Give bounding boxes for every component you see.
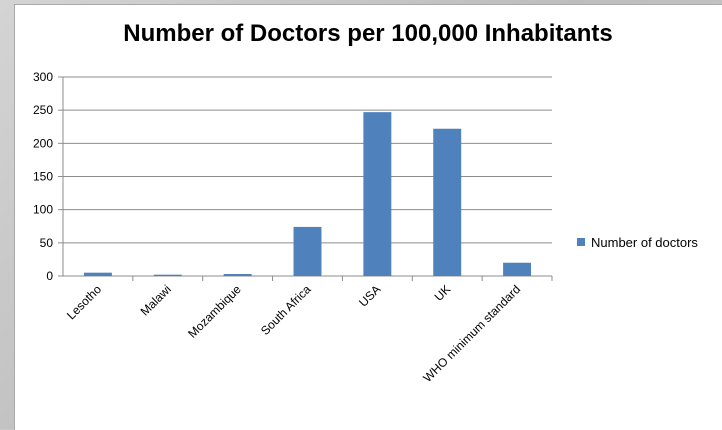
y-tick-label: 200 [33, 136, 53, 150]
x-tick-label: Malawi [138, 282, 174, 318]
chart-title: Number of Doctors per 100,000 Inhabitant… [123, 20, 613, 47]
x-tick-label: Lesotho [64, 282, 104, 322]
bar-south-africa [293, 226, 322, 276]
bar-who-minimum-standard [503, 262, 532, 276]
bar-usa [363, 112, 392, 276]
x-tick-label: South Africa [258, 282, 314, 338]
x-tick-label: Mozambique [185, 282, 244, 341]
x-axis-tick-labels: Lesotho Malawi Mozambique South Africa USA UK… [64, 282, 523, 385]
y-tick-label: 250 [33, 103, 53, 117]
legend-swatch [577, 238, 585, 246]
bar-mozambique [223, 274, 252, 276]
legend: Number of doctors [577, 235, 698, 250]
y-axis-tick-labels: 0 50 100 150 200 250 300 [33, 70, 53, 283]
y-tick-label: 150 [33, 170, 53, 184]
y-tick-label: 50 [40, 236, 54, 250]
bar-uk [433, 128, 462, 276]
y-tick-label: 300 [33, 70, 53, 84]
x-tick-label: USA [356, 282, 383, 309]
legend-label: Number of doctors [591, 235, 698, 250]
bars [83, 112, 532, 276]
bar-malawi [153, 274, 182, 276]
y-tick-label: 0 [46, 269, 53, 283]
bar-lesotho [83, 272, 112, 276]
y-tick-label: 100 [33, 203, 53, 217]
x-tick-label: UK [432, 282, 454, 304]
